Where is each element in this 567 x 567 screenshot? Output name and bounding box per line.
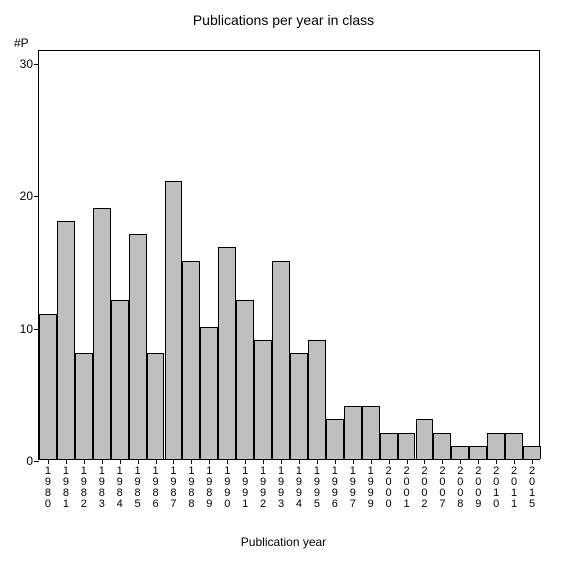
x-tick-label: 1994	[294, 466, 304, 510]
x-tick-label: 1987	[168, 466, 178, 510]
x-tick-mark	[263, 459, 264, 464]
y-tick-mark	[34, 461, 39, 462]
x-tick-label: 1996	[330, 466, 340, 510]
x-tick-mark	[281, 459, 282, 464]
x-tick-mark	[191, 459, 192, 464]
x-tick-label: 2010	[491, 466, 501, 510]
y-tick-mark	[34, 64, 39, 65]
bar	[182, 261, 200, 459]
x-tick-mark	[84, 459, 85, 464]
x-tick-label: 1992	[258, 466, 268, 510]
bar	[398, 433, 416, 459]
x-tick-mark	[389, 459, 390, 464]
y-tick-label: 10	[20, 322, 33, 336]
x-tick-mark	[227, 459, 228, 464]
x-tick-label: 1993	[276, 466, 286, 510]
x-tick-label: 1995	[312, 466, 322, 510]
bar	[344, 406, 362, 459]
x-tick-label: 2009	[473, 466, 483, 510]
y-tick-label: 0	[26, 454, 33, 468]
x-tick-mark	[317, 459, 318, 464]
x-tick-label: 2002	[419, 466, 429, 510]
chart-container: Publications per year in class #P 198019…	[0, 0, 567, 567]
y-tick-label: 30	[20, 57, 33, 71]
bar	[200, 327, 218, 459]
x-tick-mark	[66, 459, 67, 464]
bar	[39, 314, 57, 459]
x-tick-label: 2015	[527, 466, 537, 510]
bar	[111, 300, 129, 459]
x-tick-label: 2000	[384, 466, 394, 510]
x-tick-label: 2007	[437, 466, 447, 510]
x-tick-mark	[120, 459, 121, 464]
bar	[272, 261, 290, 459]
bar	[165, 181, 183, 459]
x-tick-label: 1999	[366, 466, 376, 510]
x-tick-mark	[299, 459, 300, 464]
bar	[523, 446, 541, 459]
x-tick-mark	[460, 459, 461, 464]
x-tick-mark	[335, 459, 336, 464]
bar	[326, 419, 344, 459]
bar	[487, 433, 505, 459]
x-tick-label: 1985	[133, 466, 143, 510]
x-tick-label: 2008	[455, 466, 465, 510]
bar	[362, 406, 380, 459]
x-tick-mark	[156, 459, 157, 464]
bar	[236, 300, 254, 459]
x-axis-label: Publication year	[0, 535, 567, 549]
x-tick-mark	[245, 459, 246, 464]
bar	[380, 433, 398, 459]
x-tick-mark	[478, 459, 479, 464]
y-axis-label: #P	[14, 36, 29, 50]
x-tick-mark	[138, 459, 139, 464]
x-tick-mark	[48, 459, 49, 464]
bar	[416, 419, 434, 459]
x-tick-label: 2001	[402, 466, 412, 510]
x-tick-mark	[514, 459, 515, 464]
x-tick-mark	[173, 459, 174, 464]
y-tick-mark	[34, 329, 39, 330]
bar	[451, 446, 469, 459]
x-tick-mark	[496, 459, 497, 464]
bar	[505, 433, 523, 459]
x-tick-mark	[442, 459, 443, 464]
x-tick-mark	[209, 459, 210, 464]
bar	[254, 340, 272, 459]
y-tick-label: 20	[20, 189, 33, 203]
bar	[93, 208, 111, 459]
x-tick-label: 1980	[43, 466, 53, 510]
x-tick-mark	[353, 459, 354, 464]
bar	[218, 247, 236, 459]
x-tick-mark	[371, 459, 372, 464]
x-tick-label: 1989	[204, 466, 214, 510]
x-tick-label: 1997	[348, 466, 358, 510]
x-tick-label: 1984	[115, 466, 125, 510]
x-tick-label: 1982	[79, 466, 89, 510]
bar	[469, 446, 487, 459]
x-tick-mark	[407, 459, 408, 464]
x-tick-label: 1983	[97, 466, 107, 510]
y-tick-mark	[34, 196, 39, 197]
bar	[147, 353, 165, 459]
bar	[308, 340, 326, 459]
x-tick-label: 1986	[151, 466, 161, 510]
bar	[129, 234, 147, 459]
bar	[433, 433, 451, 459]
x-tick-mark	[424, 459, 425, 464]
bar	[290, 353, 308, 459]
x-tick-label: 1990	[222, 466, 232, 510]
x-tick-label: 1991	[240, 466, 250, 510]
x-tick-label: 1988	[186, 466, 196, 510]
chart-title: Publications per year in class	[0, 12, 567, 28]
plot-area: 1980198119821983198419851986198719881989…	[38, 50, 540, 460]
bar	[57, 221, 75, 459]
x-tick-mark	[532, 459, 533, 464]
bar	[75, 353, 93, 459]
x-tick-label: 1981	[61, 466, 71, 510]
x-tick-label: 2011	[509, 466, 519, 510]
x-tick-mark	[102, 459, 103, 464]
